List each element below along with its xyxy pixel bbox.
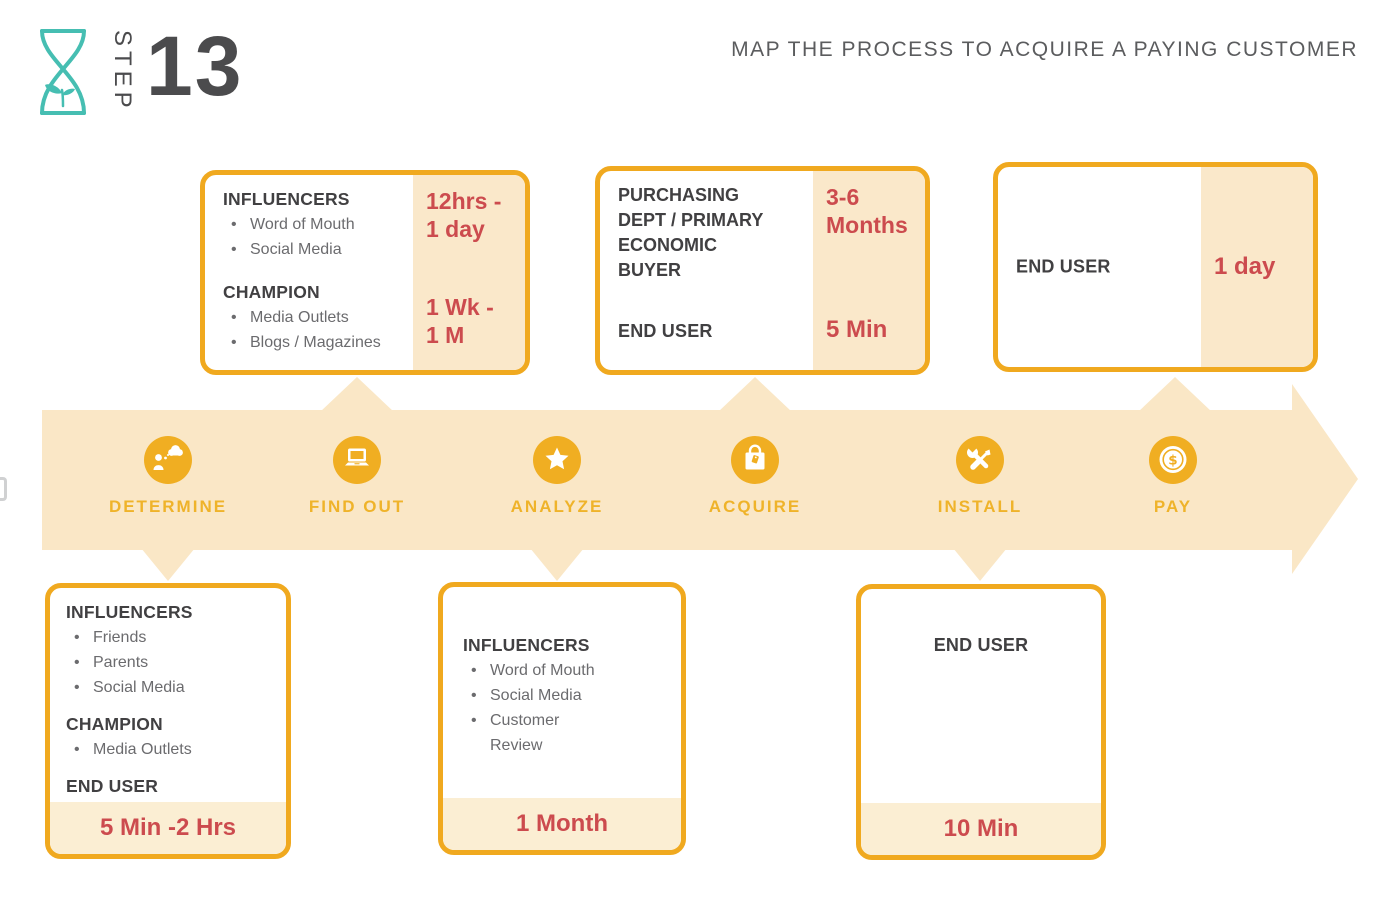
stage-pay: $ PAY (1088, 436, 1258, 517)
connector-up-pay (1138, 377, 1212, 412)
connector-down-determine (141, 548, 195, 581)
list-item: Social Media (223, 237, 381, 262)
list-item: Social Media (463, 683, 602, 708)
champion-heading: CHAMPION (223, 282, 320, 302)
determine-callout: INFLUENCERS Friends Parents Social Media… (45, 583, 291, 859)
influencers-list: Word of Mouth Social Media (223, 212, 381, 262)
champion-heading: CHAMPION (66, 714, 163, 734)
stage-label: FIND OUT (308, 497, 406, 516)
shopping-bag-icon (731, 436, 779, 484)
analyze-callout: INFLUENCERS Word of Mouth Social Media C… (438, 582, 686, 855)
step-word: STEP (109, 30, 136, 113)
stage-determine: DETERMINE (83, 436, 253, 517)
list-item: Parents (66, 650, 193, 675)
end-user-heading: END USER (618, 321, 713, 341)
stage-analyze: ANALYZE (472, 436, 642, 517)
influencers-list: Word of Mouth Social Media Customer Revi… (463, 658, 602, 758)
connector-up-findout (320, 377, 394, 412)
end-user-heading: END USER (1016, 256, 1111, 277)
acquire-callout: 3-6 Months 5 Min PURCHASING DEPT / PRIMA… (595, 166, 930, 375)
stage-find-out: FIND OUT (272, 436, 442, 517)
duration-panel: 1 day (1201, 167, 1313, 367)
list-item: Media Outlets (66, 737, 193, 762)
duration: 3-6 Months (826, 184, 908, 238)
influencers-heading: INFLUENCERS (223, 189, 350, 209)
duration: 12hrs - 1 day (426, 188, 502, 242)
stage-label: ACQUIRE (708, 497, 802, 516)
star-icon (533, 436, 581, 484)
list-item: Customer Review (463, 708, 602, 758)
arrow-body (42, 384, 1358, 574)
duration-panel: 12hrs - 1 day 1 Wk - 1 M (413, 175, 525, 370)
page-title: MAP THE PROCESS TO ACQUIRE A PAYING CUST… (731, 38, 1358, 61)
stage-label: INSTALL (937, 497, 1023, 516)
laptop-icon (333, 436, 381, 484)
duration: 5 Min (826, 316, 888, 343)
champion-list: Media Outlets (66, 737, 193, 762)
list-item: Media Outlets (223, 305, 381, 330)
install-callout: END USER 10 Min (856, 584, 1106, 860)
left-edge-artifact (0, 477, 7, 501)
list-item: Friends (66, 625, 193, 650)
list-item: Word of Mouth (463, 658, 602, 683)
duration: 1 day (1214, 253, 1276, 280)
dollar-coin-icon: $ (1149, 436, 1197, 484)
stage-label: DETERMINE (108, 497, 228, 516)
find-out-callout: 12hrs - 1 day 1 Wk - 1 M INFLUENCERS Wor… (200, 170, 530, 375)
end-user-heading: END USER (933, 635, 1029, 655)
connector-down-analyze (530, 548, 584, 581)
stage-acquire: ACQUIRE (670, 436, 840, 517)
tools-icon (956, 436, 1004, 484)
time-strip: 5 Min -2 Hrs (50, 802, 286, 854)
influencers-list: Friends Parents Social Media (66, 625, 193, 700)
stage-label: PAY (1153, 497, 1193, 516)
connector-up-acquire (718, 377, 792, 412)
stage-install: INSTALL (895, 436, 1065, 517)
person-thinking-icon (144, 436, 192, 484)
svg-text:$: $ (1168, 452, 1177, 468)
list-item: Social Media (66, 675, 193, 700)
champion-list: Media Outlets Blogs / Magazines (223, 305, 381, 355)
duration: 1 Wk - 1 M (426, 294, 494, 348)
list-item: Blogs / Magazines (223, 330, 381, 355)
influencers-heading: INFLUENCERS (66, 602, 193, 622)
pay-callout: 1 day END USER (993, 162, 1318, 372)
buyer-heading: PURCHASING DEPT / PRIMARY ECONOMIC BUYER (618, 185, 764, 280)
end-user-heading: END USER (66, 776, 159, 796)
time-strip: 1 Month (443, 798, 681, 850)
hourglass-sprout-logo (28, 26, 98, 123)
duration-panel: 3-6 Months 5 Min (813, 171, 925, 370)
time-strip: 10 Min (861, 803, 1101, 855)
influencers-heading: INFLUENCERS (463, 635, 590, 655)
connector-down-install (953, 548, 1007, 581)
stage-label: ANALYZE (510, 497, 604, 516)
list-item: Word of Mouth (223, 212, 381, 237)
step-number: 13 (146, 19, 244, 113)
